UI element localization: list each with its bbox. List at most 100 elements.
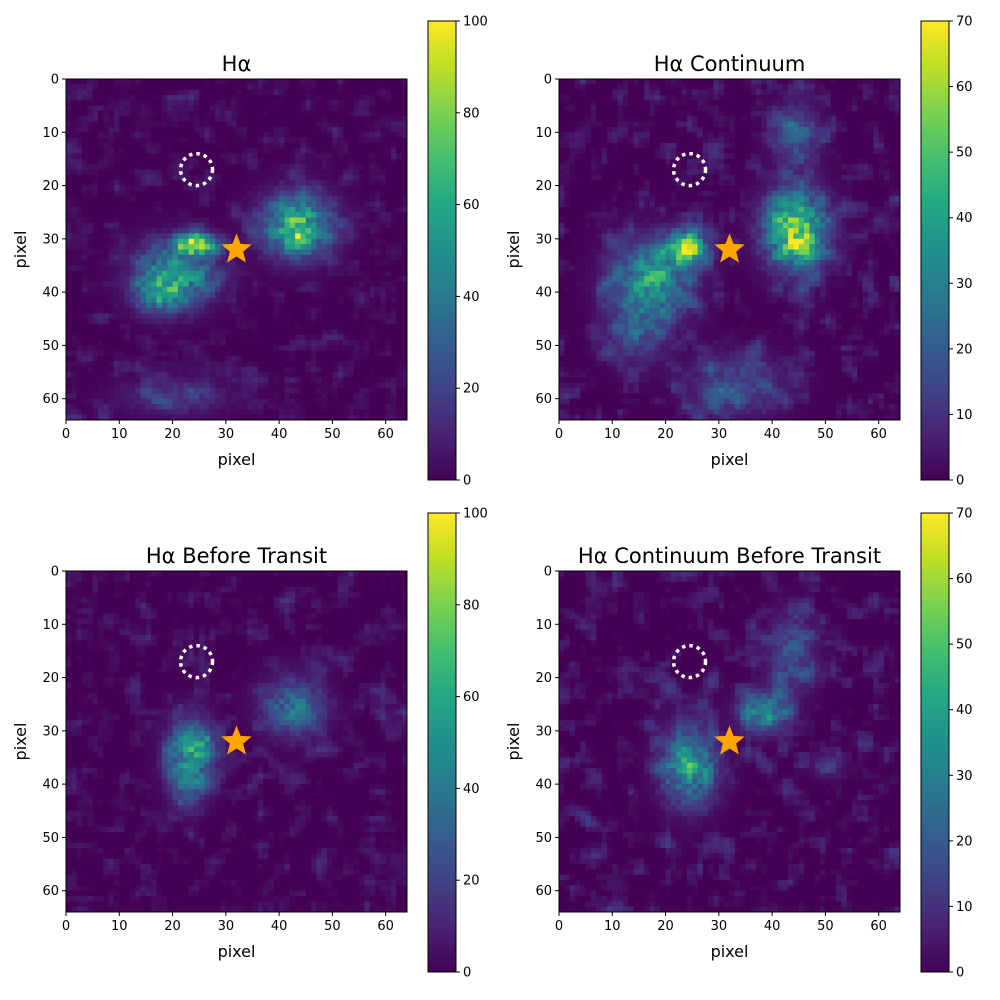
heatmap-cell [279,388,285,394]
heatmap-cell [71,281,78,288]
heatmap-cell [124,382,131,389]
heatmap-cell [204,340,211,346]
heatmap-cell [177,153,184,160]
heatmap-cell [81,292,88,298]
heatmap-cell [633,116,640,123]
heatmap-cell [188,276,195,282]
heatmap-cell [156,228,163,234]
heatmap-cell [257,340,264,346]
heatmap-cell [66,94,72,101]
heatmap-cell [204,222,211,229]
heatmap-cell [71,132,78,139]
heatmap-cell [209,153,216,160]
heatmap-cell [590,79,597,85]
colorbar-segment [428,25,456,31]
heatmap-cell [215,377,221,384]
heatmap-cell [601,105,608,112]
heatmap-cell [263,377,269,384]
heatmap-cell [353,398,360,405]
heatmap-cell [337,281,344,288]
heatmap-cell [247,318,253,325]
heatmap-cell [332,126,339,133]
heatmap-cell [113,121,120,128]
heatmap-cell [66,110,72,117]
heatmap-cell [337,201,344,208]
heatmap-cell [92,308,99,314]
heatmap-cell [380,329,387,336]
heatmap-cell [92,356,99,362]
heatmap-cell [241,340,248,346]
heatmap-cell [316,345,323,352]
heatmap-cell [135,265,141,272]
heatmap-cell [247,222,253,229]
heatmap-cell [343,142,349,149]
heatmap-cell [289,270,296,277]
heatmap-cell [66,212,72,218]
colorbar-segment [428,57,456,63]
heatmap-cell [140,398,147,405]
heatmap-cell [337,174,344,181]
heatmap-cell [569,100,576,107]
heatmap-cell [295,206,301,213]
heatmap-cell [375,345,381,352]
heatmap-cell [369,79,376,85]
heatmap-cell [156,398,163,405]
heatmap-cell [247,292,253,298]
heatmap-cell [316,377,323,384]
heatmap-cell [564,84,571,91]
heatmap-cell [321,318,328,325]
heatmap-cell [343,121,349,128]
heatmap-cell [220,116,227,123]
heatmap-cell [92,345,99,352]
colorbar-segment [428,424,456,431]
heatmap-cell [119,297,126,304]
heatmap-cell [316,340,323,346]
heatmap-cell [596,100,603,107]
heatmap-cell [702,79,709,85]
heatmap-cell [108,393,115,400]
heatmap-cell [327,180,333,186]
heatmap-cell [108,206,115,213]
colorbar-segment [428,457,456,463]
heatmap-cell [375,393,381,400]
heatmap-cell [140,302,147,309]
heatmap-cell [343,126,349,133]
heatmap-cell [97,404,104,410]
heatmap-cell [359,84,365,91]
heatmap-cell [97,79,104,85]
heatmap-cell [590,126,597,133]
heatmap-cell [220,217,227,224]
heatmap-cell [119,340,126,346]
heatmap-cell [273,100,280,107]
heatmap-cell [660,132,666,139]
heatmap-cell [353,121,360,128]
heatmap-cell [135,79,141,85]
heatmap-cell [108,100,115,107]
heatmap-cell [252,345,259,352]
heatmap-cell [119,414,126,421]
heatmap-cell [167,84,173,91]
heatmap-cell [359,393,365,400]
heatmap-cell [884,100,890,107]
heatmap-cell [401,105,408,112]
heatmap-cell [193,409,200,416]
heatmap-cell [884,110,890,117]
heatmap-cell [151,212,157,218]
heatmap-cell [172,388,179,394]
heatmap-cell [156,356,163,362]
heatmap-cell [135,217,141,224]
heatmap-cell [337,158,344,165]
heatmap-cell [257,105,264,112]
heatmap-cell [199,324,205,330]
heatmap-cell [81,169,88,176]
heatmap-cell [113,265,120,272]
heatmap-cell [348,185,355,192]
heatmap-cell [348,94,355,101]
heatmap-cell [108,276,115,282]
heatmap-cell [311,185,317,192]
heatmap-cell [391,110,397,117]
heatmap-cell [353,174,360,181]
heatmap-cell [97,169,104,176]
heatmap-cell [756,110,762,117]
heatmap-cell [289,324,296,330]
